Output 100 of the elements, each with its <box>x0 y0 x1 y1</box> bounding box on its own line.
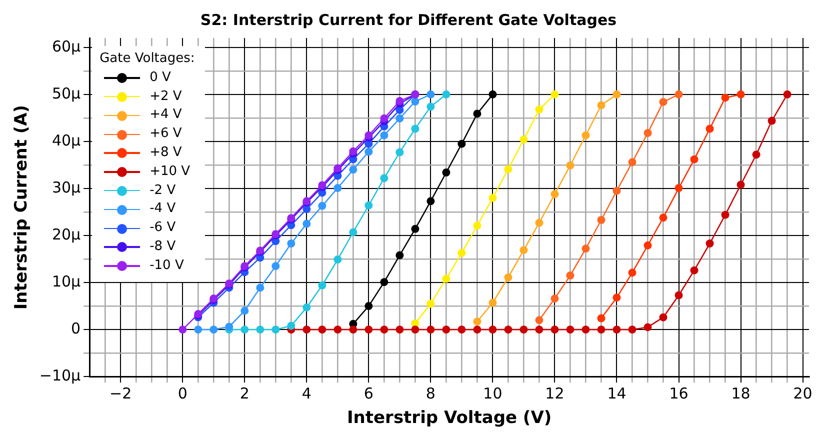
point <box>597 326 606 334</box>
point <box>520 326 528 334</box>
point <box>535 326 544 334</box>
point <box>644 128 652 137</box>
point <box>349 326 358 334</box>
point <box>318 202 326 210</box>
point <box>334 256 342 264</box>
point <box>302 326 311 334</box>
point <box>488 326 497 334</box>
x-tick-label: 2 <box>240 384 250 402</box>
point <box>736 180 745 189</box>
point <box>768 116 776 125</box>
point <box>473 222 482 230</box>
point <box>550 90 559 98</box>
point <box>612 186 621 195</box>
chart-title: S2: Interstrip Current for Different Gate Voltages <box>200 10 617 29</box>
point <box>364 148 373 156</box>
x-tick-label: 14 <box>607 384 626 402</box>
legend-label: +2 V <box>150 88 182 106</box>
point <box>706 240 714 248</box>
point <box>488 90 497 98</box>
point <box>473 326 482 334</box>
point <box>659 313 668 322</box>
point <box>535 218 544 227</box>
point <box>178 326 187 334</box>
legend-label: +6 V <box>150 125 182 144</box>
point <box>256 326 264 334</box>
point <box>364 131 373 140</box>
x-tick-label: 8 <box>426 384 436 402</box>
point <box>566 326 574 334</box>
legend-label: 0 V <box>150 68 171 87</box>
point <box>194 326 202 334</box>
point <box>442 326 450 334</box>
point <box>256 284 264 292</box>
point <box>597 101 606 110</box>
point <box>473 318 482 326</box>
point <box>520 136 528 144</box>
point <box>520 246 528 254</box>
point <box>674 291 683 300</box>
legend-label: +10 V <box>150 162 190 181</box>
y-tick-label: 30μ <box>52 178 82 196</box>
point <box>566 271 574 280</box>
point <box>334 184 342 192</box>
point <box>783 90 792 98</box>
legend-label: -4 V <box>150 200 176 218</box>
point <box>504 326 512 334</box>
point <box>380 131 388 140</box>
point <box>612 90 621 98</box>
legend-label: +4 V <box>150 106 182 124</box>
point <box>426 197 435 206</box>
point <box>535 316 544 324</box>
point <box>364 201 373 210</box>
point <box>458 326 466 334</box>
y-tick-label: 20μ <box>52 225 82 244</box>
point <box>380 326 388 334</box>
point <box>411 224 420 233</box>
point <box>674 90 683 98</box>
x-tick-label: 6 <box>364 384 374 402</box>
point <box>287 240 296 248</box>
point <box>396 148 404 156</box>
x-tick-label: 12 <box>545 384 564 402</box>
point <box>302 220 311 228</box>
point <box>550 190 559 198</box>
point <box>287 322 296 330</box>
point <box>396 97 404 106</box>
point <box>458 140 466 148</box>
y-tick-label: 0 <box>71 319 81 338</box>
point <box>659 214 668 222</box>
point <box>349 166 358 174</box>
point <box>349 228 358 236</box>
legend-title: Gate Voltages: <box>100 50 195 68</box>
point <box>721 210 730 219</box>
point <box>752 150 760 159</box>
point <box>488 298 497 307</box>
x-tick-label: 10 <box>483 384 502 402</box>
point <box>550 326 559 334</box>
point <box>644 323 652 332</box>
legend-label: -6 V <box>150 219 176 238</box>
point <box>566 161 574 170</box>
point <box>364 326 373 334</box>
point <box>411 124 420 133</box>
point <box>334 326 342 334</box>
legend-label: -2 V <box>150 182 176 200</box>
point <box>302 303 311 312</box>
y-tick-label: 50μ <box>52 84 82 102</box>
x-tick-label: 18 <box>731 384 750 402</box>
point <box>721 94 730 102</box>
point <box>426 326 435 334</box>
point <box>628 158 636 166</box>
point <box>380 278 388 286</box>
y-tick-label: 10μ <box>52 272 82 290</box>
point <box>504 273 512 282</box>
point <box>659 98 668 106</box>
point <box>442 274 450 283</box>
point <box>318 281 326 290</box>
point <box>318 326 326 334</box>
legend-label: +8 V <box>150 144 182 162</box>
point <box>582 326 590 334</box>
point <box>582 244 590 253</box>
point <box>442 168 450 176</box>
